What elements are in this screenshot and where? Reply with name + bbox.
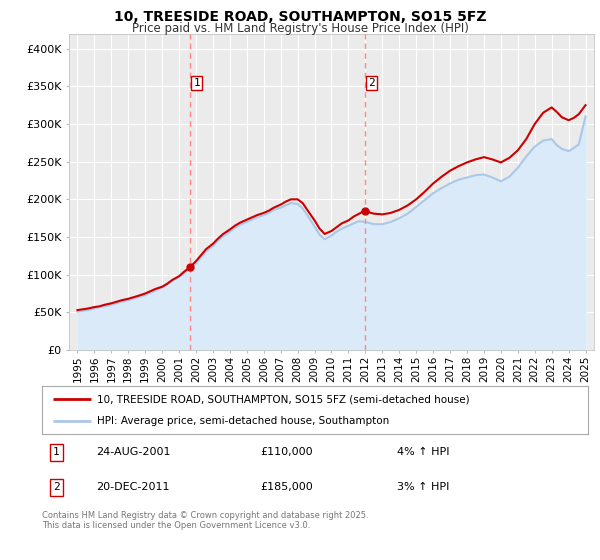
Text: 2: 2 — [368, 78, 375, 88]
Text: 24-AUG-2001: 24-AUG-2001 — [97, 447, 171, 457]
Text: Contains HM Land Registry data © Crown copyright and database right 2025.
This d: Contains HM Land Registry data © Crown c… — [42, 511, 368, 530]
Text: Price paid vs. HM Land Registry's House Price Index (HPI): Price paid vs. HM Land Registry's House … — [131, 22, 469, 35]
Text: 3% ↑ HPI: 3% ↑ HPI — [397, 482, 449, 492]
Text: 10, TREESIDE ROAD, SOUTHAMPTON, SO15 5FZ (semi-detached house): 10, TREESIDE ROAD, SOUTHAMPTON, SO15 5FZ… — [97, 394, 469, 404]
Text: 20-DEC-2011: 20-DEC-2011 — [97, 482, 170, 492]
Text: 1: 1 — [193, 78, 200, 88]
Text: 2: 2 — [53, 482, 59, 492]
Text: £185,000: £185,000 — [260, 482, 313, 492]
Text: 1: 1 — [53, 447, 59, 457]
Text: £110,000: £110,000 — [260, 447, 313, 457]
Text: 4% ↑ HPI: 4% ↑ HPI — [397, 447, 449, 457]
Text: 10, TREESIDE ROAD, SOUTHAMPTON, SO15 5FZ: 10, TREESIDE ROAD, SOUTHAMPTON, SO15 5FZ — [114, 10, 486, 24]
Text: HPI: Average price, semi-detached house, Southampton: HPI: Average price, semi-detached house,… — [97, 416, 389, 426]
